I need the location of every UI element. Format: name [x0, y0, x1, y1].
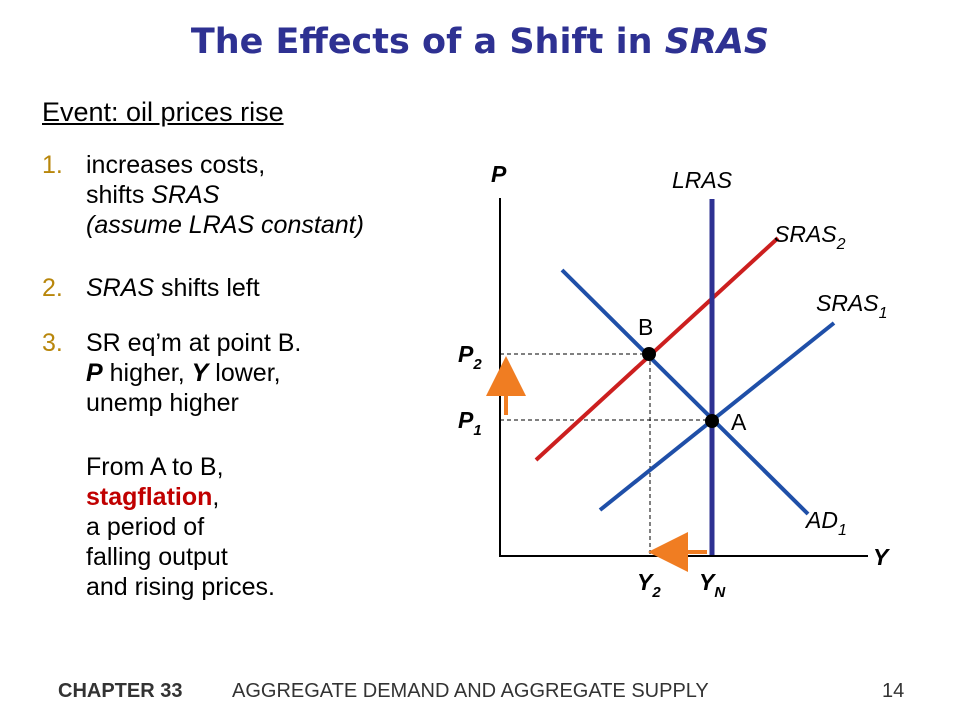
point-a-marker	[705, 414, 719, 428]
item-3-line1: SR eq’m at point B.	[86, 329, 302, 357]
ad-as-diagram: P Y LRAS SRAS2 SRAS1 AD1 B A P2 P1 Y2 YN	[458, 161, 891, 601]
point-b-label: B	[638, 314, 653, 340]
slide-title: The Effects of a Shift in SRAS	[190, 22, 770, 62]
sras2-label: SRAS2	[774, 221, 846, 253]
item-number: 1.	[42, 151, 63, 179]
yn-label: YN	[699, 569, 726, 601]
p1-label: P1	[458, 407, 482, 439]
item-3-line3: unemp higher	[86, 389, 239, 417]
point-a-label: A	[731, 409, 747, 435]
event-heading: Event: oil prices rise	[42, 97, 284, 127]
chapter-label: CHAPTER 33	[58, 680, 183, 702]
item-3-line2: P higher, Y lower,	[86, 359, 281, 387]
sras2-curve	[534, 236, 780, 462]
item-1-line2: shifts SRAS	[86, 181, 220, 209]
stagflation-term: stagflation	[86, 483, 213, 511]
conclusion-line2: stagflation,	[86, 483, 220, 511]
item-1-line3: (assume LRAS constant)	[86, 211, 364, 239]
conclusion-line3: a period of	[86, 513, 205, 541]
item-number: 3.	[42, 329, 63, 357]
ad1-label: AD1	[804, 507, 847, 539]
item-number: 2.	[42, 274, 63, 302]
p2-label: P2	[458, 341, 482, 373]
chapter-topic: AGGREGATE DEMAND AND AGGREGATE SUPPLY	[232, 680, 709, 702]
slide-footer: CHAPTER 33 AGGREGATE DEMAND AND AGGREGAT…	[0, 676, 960, 716]
conclusion-line1: From A to B,	[86, 453, 224, 481]
page-number: 14	[882, 680, 905, 702]
lras-label: LRAS	[672, 167, 733, 193]
sras1-label: SRAS1	[816, 290, 888, 322]
item-1-line1: increases costs,	[86, 151, 266, 179]
axis-label-y: Y	[873, 544, 891, 570]
y2-label: Y2	[637, 569, 661, 601]
item-2-text: SRAS shifts left	[86, 274, 260, 302]
point-b-marker	[642, 347, 656, 361]
conclusion-line5: and rising prices.	[86, 573, 275, 601]
axis-label-p: P	[491, 161, 507, 187]
conclusion-line4: falling output	[86, 543, 228, 571]
ad1-curve	[560, 268, 810, 516]
